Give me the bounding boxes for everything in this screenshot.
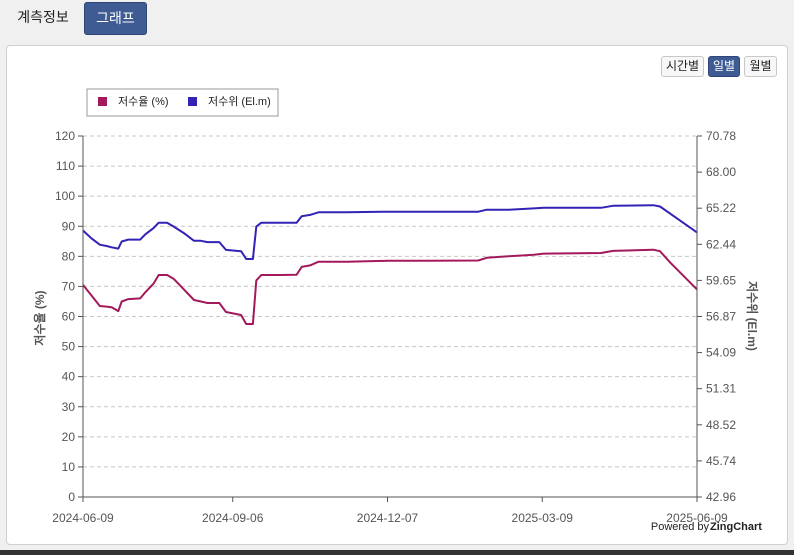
hourly-button[interactable]: 시간별: [661, 56, 704, 77]
daily-button[interactable]: 일별: [708, 56, 740, 77]
tab-bar: 계측정보 그래프: [0, 0, 794, 38]
chart-panel: [6, 45, 788, 545]
bottom-border: [0, 550, 794, 555]
monthly-button[interactable]: 월별: [744, 56, 777, 77]
tab-graph[interactable]: 그래프: [84, 2, 147, 35]
tab-measurement-info[interactable]: 계측정보: [17, 9, 69, 25]
